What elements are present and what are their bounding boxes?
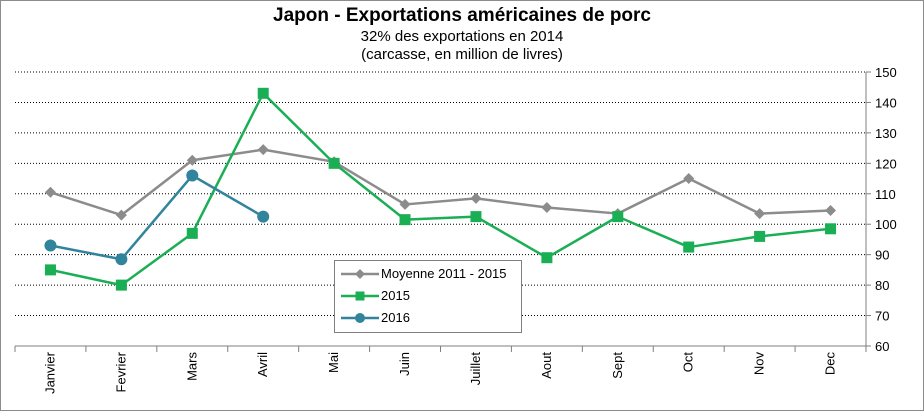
data-point-0 <box>825 205 837 217</box>
x-tick-label: Sept <box>610 352 625 379</box>
legend: Moyenne 2011 - 2015 2015 2016 <box>334 260 522 333</box>
data-point-1 <box>44 264 56 276</box>
data-point-1 <box>328 157 340 169</box>
series-line-1 <box>50 92 831 287</box>
data-point-1 <box>683 241 695 253</box>
x-tick-label: Avril <box>255 352 270 377</box>
chart-subtitle-units: (carcasse, en million de livres) <box>361 46 563 63</box>
series-line-0 <box>50 148 831 217</box>
y-tick-label: 130 <box>875 126 897 141</box>
series-line-2 <box>50 174 264 261</box>
chart-title: Japon - Exportations américaines de porc <box>273 5 651 26</box>
data-point-0 <box>470 192 482 204</box>
x-tick-label: Juin <box>397 352 412 376</box>
data-point-1 <box>470 211 482 223</box>
legend-item-2015: 2015 <box>335 285 521 307</box>
data-point-0 <box>115 209 127 221</box>
legend-marker-moyenne <box>341 269 379 279</box>
data-point-1 <box>186 227 198 239</box>
data-point-0 <box>541 201 553 213</box>
data-point-2 <box>257 210 270 223</box>
legend-marker-2015 <box>341 291 379 301</box>
legend-item-2016: 2016 <box>335 307 521 329</box>
data-point-0 <box>186 154 198 166</box>
legend-label-moyenne: Moyenne 2011 - 2015 <box>381 266 507 281</box>
data-point-2 <box>44 239 57 252</box>
data-point-0 <box>257 144 269 156</box>
legend-label-2016: 2016 <box>381 310 410 325</box>
x-tick-label: Oct <box>681 352 696 373</box>
y-tick-label: 140 <box>875 95 897 110</box>
data-point-1 <box>754 230 766 242</box>
x-tick-label: Aout <box>539 352 554 379</box>
x-tick-label: Dec <box>823 352 838 376</box>
data-point-1 <box>257 87 269 99</box>
x-tick-label: Juillet <box>468 352 483 386</box>
y-tick-label: 70 <box>875 309 889 324</box>
data-point-1 <box>115 279 127 291</box>
x-tick-label: Mai <box>326 352 341 373</box>
legend-item-moyenne: Moyenne 2011 - 2015 <box>335 263 521 285</box>
data-point-0 <box>683 173 695 185</box>
x-tick-label: Mars <box>184 352 199 381</box>
y-tick-label: 60 <box>875 339 889 354</box>
data-point-0 <box>44 186 56 198</box>
data-point-1 <box>541 252 553 264</box>
data-point-0 <box>754 208 766 220</box>
legend-marker-2016 <box>341 313 379 323</box>
x-tick-label: Nov <box>752 352 767 376</box>
data-point-2 <box>186 169 199 182</box>
y-tick-label: 150 <box>875 65 897 80</box>
data-point-1 <box>612 211 624 223</box>
chart-subtitle: 32% des exportations en 2014 <box>360 28 564 45</box>
y-tick-label: 110 <box>875 187 896 202</box>
y-tick-label: 90 <box>875 248 889 263</box>
legend-label-2015: 2015 <box>381 288 410 303</box>
data-point-1 <box>825 223 837 235</box>
data-point-2 <box>115 253 128 266</box>
y-tick-label: 100 <box>875 217 897 232</box>
data-point-0 <box>399 198 411 210</box>
data-point-1 <box>399 214 411 226</box>
y-tick-label: 120 <box>875 156 897 171</box>
x-tick-label: Janvier <box>42 351 57 394</box>
y-tick-label: 80 <box>875 278 889 293</box>
x-tick-label: Fevrier <box>113 351 128 392</box>
